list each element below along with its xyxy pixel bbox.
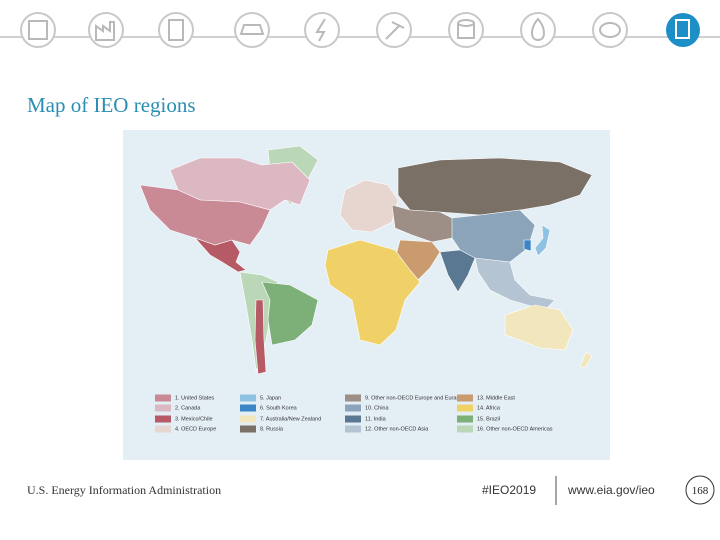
region xyxy=(194,237,247,273)
page-number: 168 xyxy=(692,485,709,497)
legend-swatch xyxy=(240,425,256,433)
legend-label: 2. Canada xyxy=(175,405,201,411)
legend-swatch xyxy=(457,394,473,402)
region xyxy=(139,184,271,246)
legend-label: 4. OECD Europe xyxy=(175,426,216,432)
legend-label: 7. Australia/New Zealand xyxy=(260,416,321,422)
legend-swatch xyxy=(240,415,256,423)
hashtag: #IEO2019 xyxy=(482,483,536,497)
legend-swatch xyxy=(155,394,171,402)
legend: 1. United States 2. Canada 3. Mexico/Chile… xyxy=(155,394,553,433)
legend-label: 13. Middle East xyxy=(477,395,515,401)
page-badge xyxy=(685,475,715,505)
world-map xyxy=(139,145,593,375)
region xyxy=(523,239,532,252)
region xyxy=(324,239,421,346)
legend-swatch xyxy=(240,404,256,412)
legend-swatch xyxy=(345,404,361,412)
legend-swatch xyxy=(345,425,361,433)
legend-swatch xyxy=(457,404,473,412)
legend-swatch xyxy=(457,425,473,433)
legend-label: 10. China xyxy=(365,405,389,411)
legend-label: 16. Other non-OECD Americas xyxy=(477,426,553,432)
legend-label: 5. Japan xyxy=(260,395,281,401)
slide-title: Map of IEO regions xyxy=(27,93,196,117)
legend-swatch xyxy=(457,415,473,423)
region xyxy=(474,257,556,311)
legend-label: 3. Mexico/Chile xyxy=(175,416,213,422)
legend-label: 9. Other non-OECD Europe and Eurasia xyxy=(365,395,464,401)
legend-label: 14. Africa xyxy=(477,405,501,411)
icon-bar xyxy=(0,12,720,48)
legend-label: 15. Brazil xyxy=(477,416,500,422)
legend-label: 6. South Korea xyxy=(260,405,298,411)
legend-label: 8. Russia xyxy=(260,426,284,432)
region xyxy=(261,281,319,346)
legend-label: 1. United States xyxy=(175,395,214,401)
legend-swatch xyxy=(155,404,171,412)
legend-swatch xyxy=(345,415,361,423)
legend-swatch xyxy=(240,394,256,402)
legend-label: 11. India xyxy=(365,416,387,422)
region xyxy=(451,209,536,263)
region xyxy=(504,304,574,351)
region xyxy=(254,299,267,375)
region xyxy=(339,179,399,233)
region xyxy=(439,249,476,293)
source: U.S. Energy Information Administration xyxy=(27,483,221,497)
url: www.eia.gov/ieo xyxy=(567,483,655,497)
legend-swatch xyxy=(155,425,171,433)
legend-swatch xyxy=(155,415,171,423)
legend-label: 12. Other non-OECD Asia xyxy=(365,426,429,432)
region xyxy=(534,224,551,257)
region xyxy=(579,351,593,369)
legend-swatch xyxy=(345,394,361,402)
